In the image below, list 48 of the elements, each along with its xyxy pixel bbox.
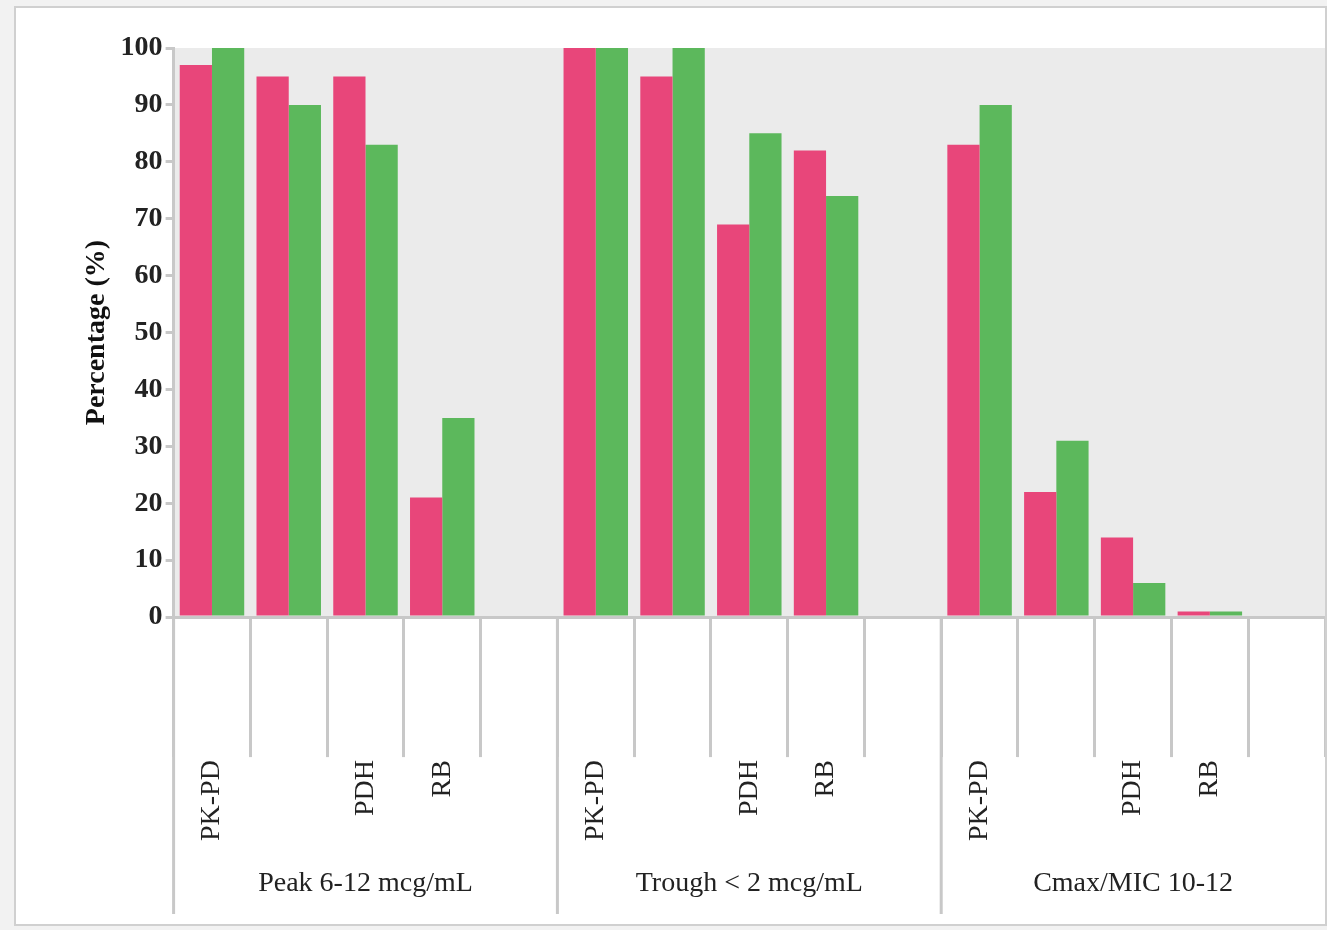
y-tick-label: 30 (134, 428, 163, 460)
bar (211, 48, 245, 616)
bar (365, 144, 398, 616)
bar (1024, 491, 1057, 616)
bar (179, 65, 212, 616)
text: Peak 6-12 mcg/mL (258, 866, 473, 898)
bar (1177, 611, 1210, 616)
bar (333, 76, 366, 616)
y-axis-title: Percentage (%) (79, 239, 111, 426)
x-tick-label: PDH (731, 760, 763, 817)
bar (672, 48, 705, 616)
bar (1209, 611, 1243, 616)
bar (563, 48, 596, 616)
bar (442, 417, 475, 616)
y-tick-label: 10 (134, 542, 163, 574)
bar (288, 104, 321, 616)
x-tick-label: RB (424, 760, 456, 798)
y-tick-label: 50 (134, 314, 163, 346)
bar (410, 497, 443, 616)
bar (979, 104, 1012, 616)
x-tick-label: RB (808, 760, 840, 798)
y-tick-label: 90 (134, 87, 163, 119)
y-tick-label: 80 (134, 144, 163, 176)
x-tick-label: PK-PD (194, 760, 226, 842)
bar (1100, 537, 1134, 616)
y-tick-label: 70 (134, 200, 163, 232)
bar (1133, 582, 1166, 616)
text: Cmax/MIC 10-12 (1033, 866, 1234, 898)
y-tick-label: 0 (148, 599, 163, 631)
bar (826, 195, 859, 616)
bar (947, 144, 980, 616)
x-tick-label: PK-PD (578, 760, 610, 842)
y-tick-label: 20 (134, 485, 163, 517)
y-tick-label: 60 (134, 257, 163, 289)
x-tick-label: PDH (347, 760, 379, 817)
x-tick-label: PDH (1115, 760, 1147, 817)
x-tick-label: PK-PD (961, 760, 993, 842)
text: Trough < 2 mcg/mL (635, 866, 863, 898)
y-tick-label: 100 (120, 30, 163, 62)
bar (793, 150, 827, 616)
bar (749, 133, 782, 616)
bar (717, 224, 750, 616)
bar (640, 76, 673, 616)
bar (1056, 440, 1089, 616)
y-tick-label: 40 (134, 371, 163, 403)
bar (256, 76, 289, 616)
bar (595, 48, 629, 616)
x-tick-label: RB (1192, 760, 1224, 798)
